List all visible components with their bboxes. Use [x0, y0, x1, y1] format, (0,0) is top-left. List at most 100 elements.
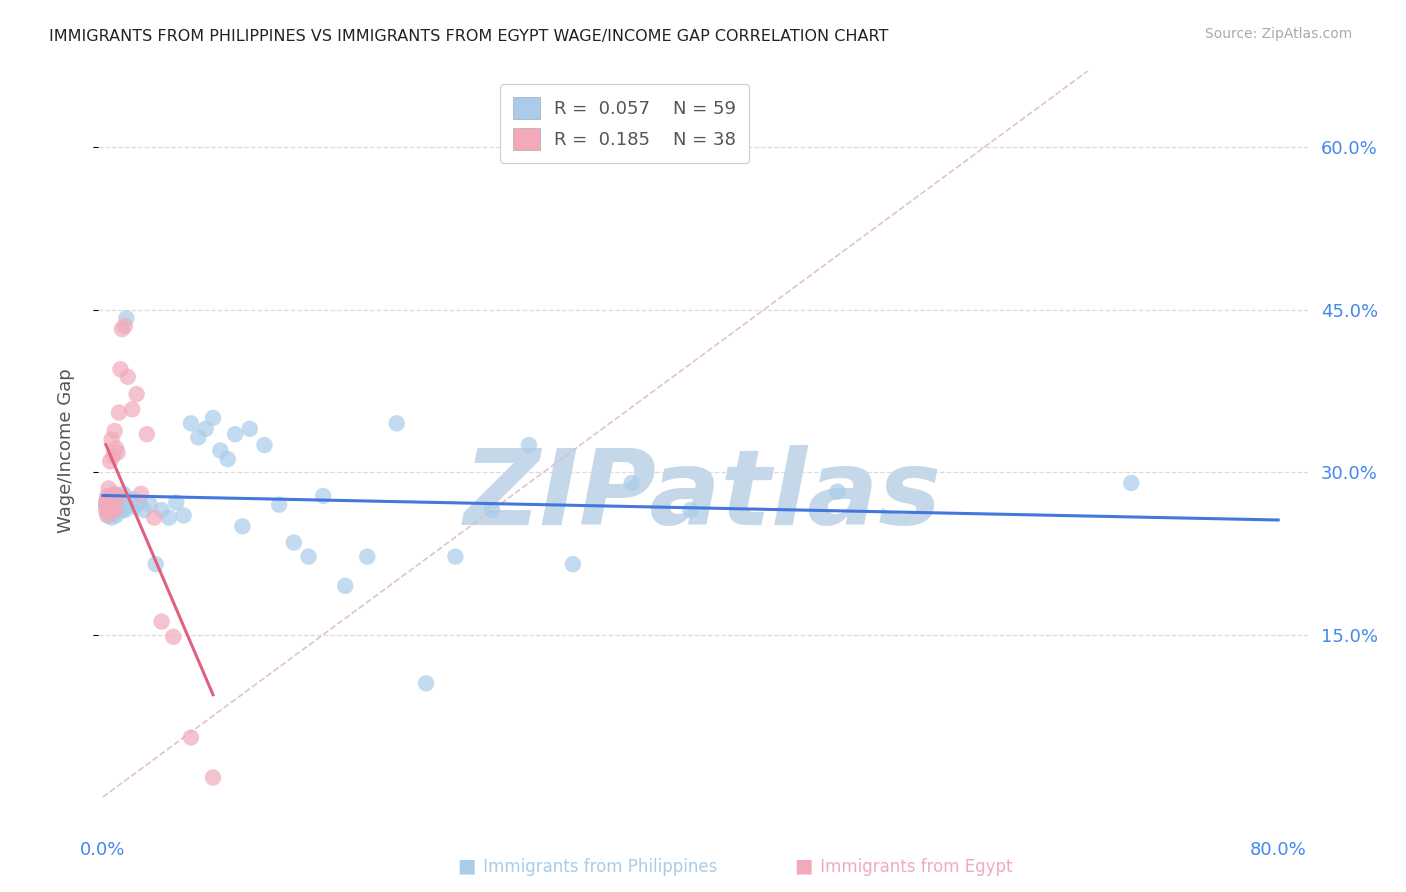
- Point: [98, 495, 121, 509]
- Point: [98, 503, 121, 517]
- Point: [101, 498, 124, 512]
- Point: [101, 489, 124, 503]
- Point: [98, 503, 121, 517]
- Point: [180, 731, 202, 745]
- Point: [129, 487, 152, 501]
- Point: [118, 495, 141, 509]
- Point: [103, 503, 125, 517]
- Point: [98, 454, 121, 468]
- Point: [100, 489, 122, 503]
- Point: [1121, 475, 1143, 490]
- Text: Immigrants from Egypt: Immigrants from Egypt: [815, 858, 1012, 876]
- Point: [107, 495, 129, 509]
- Point: [679, 503, 702, 517]
- Point: [96, 489, 118, 503]
- Point: [100, 510, 122, 524]
- Point: [94, 495, 117, 509]
- Text: Immigrants from Philippines: Immigrants from Philippines: [478, 858, 717, 876]
- Point: [444, 549, 467, 564]
- Point: [135, 427, 157, 442]
- Point: [139, 498, 162, 512]
- Point: [97, 482, 120, 496]
- Point: [297, 549, 319, 564]
- Point: [103, 487, 125, 501]
- Point: [143, 510, 166, 524]
- Point: [97, 503, 120, 517]
- Point: [125, 387, 148, 401]
- Text: Source: ZipAtlas.com: Source: ZipAtlas.com: [1205, 27, 1353, 41]
- Point: [827, 484, 849, 499]
- Point: [111, 322, 134, 336]
- Point: [231, 519, 253, 533]
- Y-axis label: Wage/Income Gap: Wage/Income Gap: [56, 368, 75, 533]
- Point: [312, 489, 335, 503]
- Point: [173, 508, 195, 523]
- Point: [356, 549, 378, 564]
- Point: [415, 676, 437, 690]
- Point: [105, 508, 128, 523]
- Point: [103, 424, 125, 438]
- Point: [128, 495, 150, 509]
- Point: [111, 503, 134, 517]
- Legend: R =  0.057    N = 59, R =  0.185    N = 38: R = 0.057 N = 59, R = 0.185 N = 38: [501, 84, 749, 162]
- Point: [217, 452, 239, 467]
- Point: [117, 369, 139, 384]
- Point: [107, 503, 129, 517]
- Point: [101, 449, 124, 463]
- Point: [105, 489, 128, 503]
- Point: [180, 417, 202, 431]
- Point: [114, 503, 136, 517]
- Point: [187, 430, 209, 444]
- Point: [100, 500, 122, 514]
- Point: [98, 495, 121, 509]
- Point: [517, 438, 540, 452]
- Point: [100, 433, 122, 447]
- Point: [101, 492, 124, 507]
- Point: [157, 510, 180, 524]
- Point: [385, 417, 408, 431]
- Point: [97, 508, 120, 523]
- Point: [108, 498, 131, 512]
- Point: [110, 362, 132, 376]
- Point: [194, 422, 217, 436]
- Point: [114, 318, 136, 333]
- Point: [224, 427, 246, 442]
- Point: [97, 500, 120, 514]
- Point: [94, 503, 117, 517]
- Point: [121, 492, 143, 507]
- Point: [96, 500, 118, 514]
- Point: [97, 492, 120, 507]
- Point: [112, 487, 135, 501]
- Point: [115, 311, 138, 326]
- Text: IMMIGRANTS FROM PHILIPPINES VS IMMIGRANTS FROM EGYPT WAGE/INCOME GAP CORRELATION: IMMIGRANTS FROM PHILIPPINES VS IMMIGRANT…: [49, 29, 889, 44]
- Point: [103, 495, 125, 509]
- Point: [103, 503, 125, 517]
- Point: [145, 557, 167, 572]
- Point: [150, 503, 173, 517]
- Point: [101, 500, 124, 514]
- Point: [209, 443, 232, 458]
- Point: [335, 579, 357, 593]
- Point: [107, 489, 129, 503]
- Point: [562, 557, 585, 572]
- Point: [481, 503, 503, 517]
- Text: ■: ■: [457, 857, 475, 876]
- Text: ■: ■: [794, 857, 813, 876]
- Point: [96, 492, 118, 507]
- Point: [620, 475, 643, 490]
- Point: [105, 492, 128, 507]
- Point: [108, 406, 131, 420]
- Point: [121, 402, 143, 417]
- Point: [107, 445, 129, 459]
- Point: [105, 442, 128, 456]
- Point: [110, 495, 132, 509]
- Point: [202, 771, 225, 785]
- Point: [124, 500, 146, 514]
- Point: [239, 422, 262, 436]
- Point: [94, 498, 117, 512]
- Text: ZIPatlas: ZIPatlas: [464, 445, 942, 547]
- Point: [283, 535, 305, 549]
- Point: [253, 438, 276, 452]
- Point: [100, 492, 122, 507]
- Point: [165, 495, 187, 509]
